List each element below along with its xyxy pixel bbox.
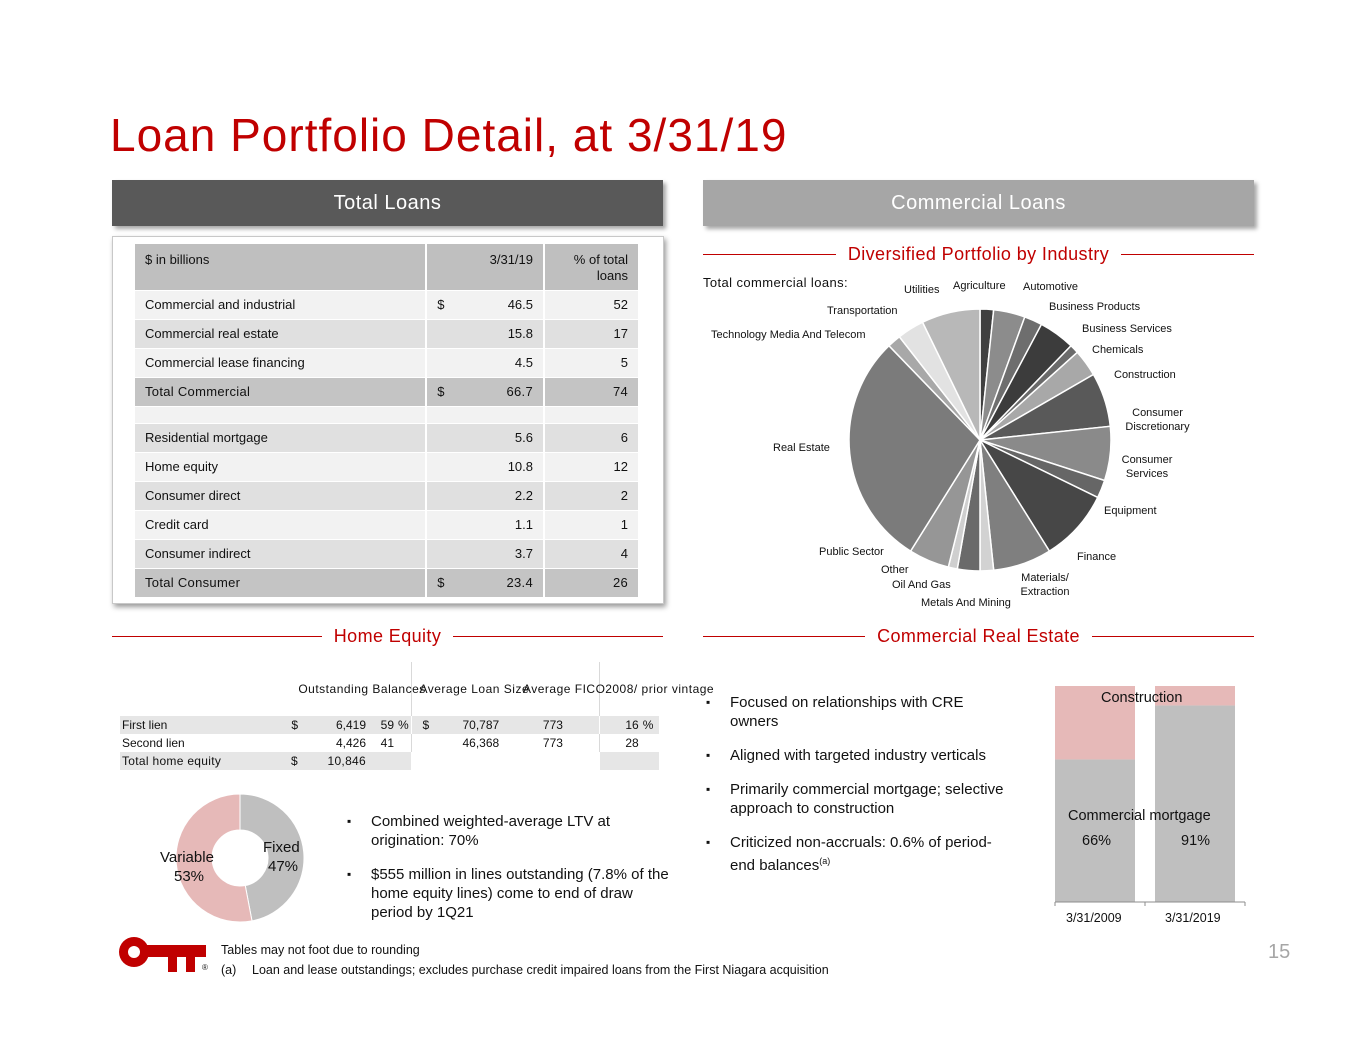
total-commercial-row: Total Commercial $66.7 74: [135, 377, 640, 407]
donut-label-fixed: Fixed: [263, 839, 300, 856]
header-date: 3/31/19: [426, 244, 545, 291]
page-number: 15: [1268, 941, 1291, 963]
pie-label-business-services: Business Services: [1082, 323, 1172, 335]
table-row: Second lien 4,426 41 46,368 773 28: [122, 734, 639, 752]
list-item: Aligned with targeted industry verticals: [706, 746, 1006, 765]
bar-construction-3-31-2009: [1055, 686, 1135, 760]
pie-label-materials: Materials/ Extraction: [1020, 572, 1070, 598]
footnote-a-marker: (a): [221, 963, 237, 977]
spacer-row: [135, 406, 640, 424]
table-row: Residential mortgage 5.6 6: [135, 423, 640, 453]
table-row: Credit card 1.1 1: [135, 510, 640, 540]
cre-pct-2009: 66%: [1082, 833, 1112, 849]
industry-pie-chart: [848, 308, 1112, 572]
page-title: Loan Portfolio Detail, at 3/31/19: [110, 109, 788, 161]
cre-x-2019: 3/31/2019: [1165, 911, 1221, 925]
list-item: Focused on relationships with CRE owners: [706, 693, 1006, 731]
pie-label-transportation: Transportation: [827, 305, 898, 317]
footnote-rounding: Tables may not foot due to rounding: [221, 943, 420, 957]
pie-label-finance: Finance: [1077, 551, 1117, 563]
bar-commercial-mortgage-3-31-2009: [1055, 759, 1135, 902]
pie-label-utilities: Utilities: [904, 284, 940, 296]
pie-label-oil-gas: Oil And Gas: [892, 579, 951, 591]
pie-label-chemicals: Chemicals: [1092, 344, 1144, 356]
total-consumer-row: Total Consumer $23.4 26: [135, 568, 640, 598]
cre-x-2009: 3/31/2009: [1066, 911, 1122, 925]
pie-slice-real-estate: [848, 344, 981, 553]
home-equity-table: Outstanding Balances Average Loan Size A…: [120, 662, 714, 770]
he-header-avg-fico: Average FICO: [522, 681, 606, 696]
home-equity-header-row: Outstanding Balances Average Loan Size A…: [120, 662, 714, 716]
pie-label-consumer-discretionary: Consumer Discretionary: [1125, 407, 1190, 433]
table-row: Consumer direct 2.2 2: [135, 481, 640, 511]
pie-label-consumer-services: Consumer Services: [1121, 454, 1173, 480]
list-item: Combined weighted-average LTV at origina…: [347, 812, 672, 850]
commercial-loans-banner: Commercial Loans: [703, 180, 1254, 226]
pie-label-equipment: Equipment: [1104, 505, 1157, 517]
list-item: Criticized non-accruals: 0.6% of period-…: [706, 833, 1006, 875]
table-row: Total home equity $ 10,846: [120, 752, 659, 770]
table-row: Commercial lease financing 4.5 5: [135, 348, 640, 378]
pie-slice-utilities: [921, 308, 981, 441]
cre-label-mortgage: Commercial mortgage: [1068, 808, 1211, 824]
total-loans-table: $ in billions 3/31/19 % of total loans C…: [135, 244, 640, 598]
he-header-vintage: 2008/ prior vintage: [598, 662, 714, 716]
he-header-outstanding: Outstanding Balances: [276, 662, 425, 716]
cre-bullets: Focused on relationships with CRE owners…: [706, 693, 1006, 890]
pie-label-tmt: Technology Media And Telecom: [711, 329, 866, 341]
pie-label-public-sector: Public Sector: [819, 546, 884, 558]
table-row: Commercial real estate 15.8 17: [135, 319, 640, 349]
key-logo: [119, 937, 206, 972]
table-row: Consumer indirect 3.7 4: [135, 539, 640, 569]
bar-commercial-mortgage-3-31-2019: [1155, 705, 1235, 902]
donut-label-variable: Variable: [160, 849, 214, 866]
donut-pct-variable: 53%: [174, 868, 205, 885]
diversified-heading: Diversified Portfolio by Industry: [703, 244, 1254, 265]
list-item: Primarily commercial mortgage; selective…: [706, 780, 1006, 818]
cre-heading: Commercial Real Estate: [703, 626, 1254, 647]
table-header-row: $ in billions 3/31/19 % of total loans: [135, 244, 640, 291]
table-row: Commercial and industrial $46.5 52: [135, 290, 640, 320]
pie-label-real-estate: Real Estate: [773, 442, 830, 454]
pie-label-business-products: Business Products: [1049, 301, 1141, 313]
pie-label-agriculture: Agriculture: [953, 280, 1006, 292]
bar-construction-3-31-2019: [1155, 686, 1235, 706]
he-header-avg-loan: Average Loan Size: [419, 681, 530, 696]
pie-label-construction: Construction: [1114, 369, 1176, 381]
pie-label-metals-mining: Metals And Mining: [921, 597, 1011, 609]
total-loans-banner: Total Loans: [112, 180, 663, 226]
header-unit: $ in billions: [135, 244, 428, 291]
table-row: Home equity 10.8 12: [135, 452, 640, 482]
list-item: $555 million in lines outstanding (7.8% …: [347, 865, 672, 922]
footnote-a: Loan and lease outstandings; excludes pu…: [252, 963, 829, 977]
pie-label-automotive: Automotive: [1023, 281, 1079, 293]
header-pct: % of total loans: [544, 244, 640, 291]
cre-stacked-bar-chart: [1054, 686, 1246, 906]
home-equity-donut-chart: [175, 793, 305, 923]
home-equity-bullets: Combined weighted-average LTV at origina…: [347, 812, 672, 937]
donut-slice-variable: [175, 793, 253, 923]
home-equity-heading: Home Equity: [112, 626, 664, 647]
donut-slice-fixed: [239, 793, 305, 922]
cre-pct-2019: 91%: [1181, 833, 1211, 849]
pie-subtitle: Total commercial loans:: [703, 275, 849, 290]
table-row: First lien $ 6,419 59 % $ 70,787 773 16 …: [120, 716, 659, 734]
cre-label-construction: Construction: [1101, 690, 1183, 706]
donut-pct-fixed: 47%: [268, 858, 299, 875]
pie-label-other: Other: [881, 564, 909, 576]
registered-mark: ®: [202, 963, 208, 972]
